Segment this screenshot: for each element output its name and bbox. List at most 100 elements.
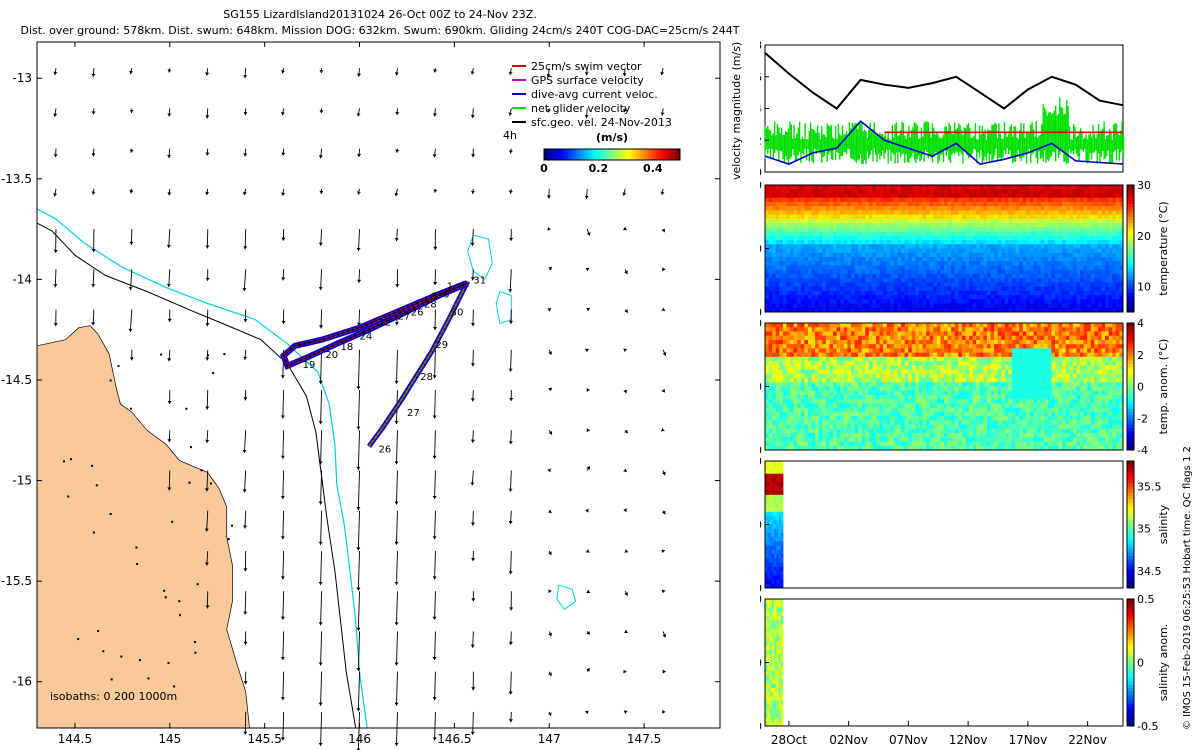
heatmap-cell [1097,218,1102,224]
heatmap-cell [833,248,837,254]
heatmap-cell [786,433,791,438]
heatmap-cell [1072,282,1077,287]
heatmap-cell [1105,256,1110,262]
heatmap-cell [879,227,884,232]
heatmap-cell [1004,307,1009,313]
heatmap-cell [790,365,795,370]
heatmap-cell [994,240,999,245]
colorbar-cell [654,149,657,160]
heatmap-cell [843,356,848,362]
heatmap-cell [833,403,837,409]
legend-label: 25cm/s swim vector [531,60,642,73]
heatmap-cell [1097,278,1102,283]
heatmap-cell [811,361,816,366]
heatmap-cell [890,265,895,271]
heatmap-cell [918,261,923,266]
heatmap-cell [1001,307,1006,313]
heatmap-cell [840,378,845,383]
heatmap-cell [811,403,816,409]
heatmap-cell [929,290,934,296]
current-vector-head [661,510,666,515]
current-vector-head [280,455,285,459]
heatmap-cell [807,433,812,438]
heatmap-cell [1112,269,1117,275]
heatmap-cell [940,193,945,199]
heatmap-cell [843,382,848,387]
heatmap-cell [815,273,820,279]
heatmap-cell [965,235,970,241]
current-vector-head [205,439,210,443]
current-vector [357,470,360,511]
heatmap-cell [994,231,999,237]
heatmap-cell [1026,235,1031,241]
heatmap-cell [807,269,812,275]
heatmap-cell [858,278,863,283]
heatmap-cell [793,307,798,313]
heatmap-cell [840,361,845,366]
heatmap-cell [918,256,923,262]
heatmap-cell [833,261,837,266]
heatmap-cell [1026,223,1031,228]
heatmap-cell [804,339,809,345]
day-label: 27 [397,312,410,323]
heatmap-cell [911,227,916,232]
heatmap-cell [897,214,902,220]
heatmap-cell [765,218,769,224]
heatmap-cell [875,256,880,262]
heatmap-cell [929,201,934,207]
heatmap-cell [833,214,837,220]
current-vector-head [280,616,285,620]
current-vector [168,229,171,248]
current-vector-head [318,742,323,746]
heatmap-cell [833,278,837,283]
heatmap-cell [1022,256,1027,262]
heatmap-cell [1101,265,1106,271]
heatmap-cell [986,286,991,292]
heatmap-cell [858,299,863,304]
heatmap-cell [807,386,812,392]
heatmap-cell [954,278,959,283]
heatmap-cell [940,244,945,249]
heatmap-cell [965,256,970,262]
current-vector-head [394,421,399,425]
current-vector [434,390,436,419]
heatmap-cell [775,248,780,254]
heatmap-cell [1101,189,1106,194]
heatmap-cell [875,244,880,249]
heatmap-cell [1022,223,1027,228]
heatmap-cell [875,369,880,375]
heatmap-cell [944,252,948,258]
heatmap-cell [815,240,820,245]
heatmap-cell [765,231,769,237]
heatmap-cell [1008,197,1013,203]
legend-label: sfc.geo. vel. 24-Nov-2013 [531,116,672,129]
heatmap-cell [786,269,791,275]
heatmap-cell [868,235,873,241]
heatmap-cell [1058,189,1063,194]
heatmap-cell [1022,227,1027,232]
heatmap-cell [800,361,805,366]
current-vector-head [243,356,248,360]
heatmap-cell [915,214,920,220]
heatmap-cell [994,235,999,241]
heatmap-cell [854,223,859,228]
heatmap-cell [926,240,931,245]
current-vector-head [394,622,399,626]
heatmap-cell [772,344,777,349]
heatmap-cell [1004,218,1009,224]
heatmap-cell [1094,185,1099,190]
heatmap-cell [840,252,845,258]
heatmap-cell [976,227,981,232]
heatmap-cell [858,235,863,241]
heatmap-cell [1033,256,1038,262]
heatmap-cell [969,286,974,292]
heatmap-cell [768,214,773,220]
heatmap-cell [843,339,848,345]
heatmap-cell [951,248,956,254]
heatmap-cell [782,201,787,207]
heatmap-cell [1001,185,1006,190]
heatmap-cell [1087,201,1092,207]
heatmap-cell [804,344,809,349]
heatmap-cell [807,323,812,328]
heatmap-cell [986,261,991,266]
